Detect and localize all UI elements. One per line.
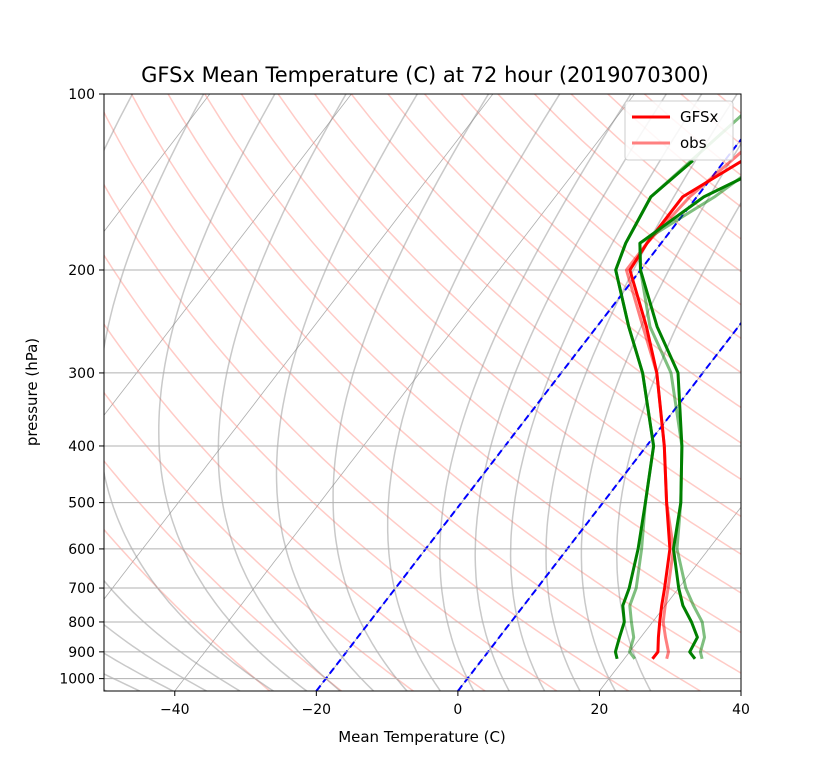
x-tick-label: 0 (453, 702, 462, 718)
y-tick-label: 900 (68, 645, 95, 661)
legend: GFSx obs (624, 100, 734, 161)
moist-adiabat-line (104, 94, 241, 691)
moist-adiabat-line (275, 94, 418, 691)
dry-adiabat-line (314, 94, 741, 481)
dry-adiabat-line (240, 94, 741, 556)
dashed-reference-line (315, 137, 741, 691)
moist-adiabat-line (545, 94, 738, 691)
isotherm-line (174, 94, 635, 691)
y-tick-label: 800 (68, 615, 95, 631)
dry-adiabat-line (570, 94, 741, 240)
x-tick-label: 40 (732, 702, 750, 718)
moist-adiabat-line (474, 94, 667, 691)
y-axis: 100 200 300 400 500 600 700 800 900 1000 (59, 87, 104, 688)
dry-adiabat-line (204, 94, 741, 594)
moist-adiabat-line (104, 623, 207, 691)
pressure-gridlines (104, 94, 741, 680)
y-tick-label: 300 (68, 366, 95, 382)
data-lines (613, 113, 741, 660)
moist-adiabat-line (104, 673, 141, 691)
isotherm-line (457, 322, 741, 691)
moist-adiabat-line (439, 94, 632, 691)
data-series-line (614, 113, 741, 660)
isotherm-line (104, 94, 352, 416)
data-series-line (638, 175, 741, 660)
isotherm-line (740, 690, 741, 691)
dry-adiabat-line (350, 94, 741, 444)
y-axis-label: pressure (hPa) (23, 338, 41, 446)
x-tick-label: −40 (160, 702, 190, 718)
dry-adiabat-line (460, 94, 741, 340)
moist-adiabat-line (580, 142, 741, 691)
y-tick-label: 500 (68, 496, 95, 512)
legend-label: obs (680, 134, 707, 152)
y-tick-label: 700 (68, 581, 95, 597)
chart-title: GFSx Mean Temperature (C) at 72 hour (20… (141, 63, 709, 87)
dry-adiabat-line (104, 528, 271, 691)
moist-adiabat-line (332, 94, 490, 691)
x-tick-label: −20 (302, 702, 332, 718)
dry-adiabat-line (104, 110, 701, 691)
moist-adiabat-line (386, 94, 561, 691)
moist-adiabat-line (104, 689, 107, 691)
y-tick-label: 600 (68, 542, 95, 558)
y-tick-label: 400 (68, 439, 95, 455)
dry-adiabat-line (104, 183, 629, 691)
dry-adiabat-line (607, 94, 741, 208)
moist-adiabat-line (104, 94, 274, 691)
dry-adiabat-line (167, 94, 741, 634)
dashed-reference-line (457, 321, 741, 691)
dry-adiabat-line (387, 94, 741, 409)
dry-adiabat-line (424, 94, 741, 374)
dry-adiabat-line (104, 322, 486, 691)
y-tick-label: 1000 (59, 672, 95, 688)
moist-adiabat-line (509, 94, 703, 691)
x-tick-label: 20 (591, 702, 609, 718)
plot-frame (103, 93, 742, 692)
dry-adiabat-line (104, 459, 342, 691)
y-tick-label: 100 (68, 87, 95, 103)
dry-adiabat-line (104, 391, 414, 691)
background-reference-lines (104, 94, 741, 691)
y-tick-label: 200 (68, 263, 95, 279)
moist-adiabat-line (616, 201, 741, 691)
dry-adiabat-line (104, 253, 558, 691)
moist-adiabat-line (158, 94, 308, 691)
x-axis-label: Mean Temperature (C) (338, 728, 506, 746)
x-axis: −40 −20 0 20 40 (160, 691, 750, 718)
isotherm-line (104, 94, 494, 600)
moist-adiabat-line (217, 94, 347, 691)
data-series-line (624, 150, 741, 660)
dry-adiabat-line (277, 94, 741, 518)
legend-label: GFSx (680, 108, 719, 126)
